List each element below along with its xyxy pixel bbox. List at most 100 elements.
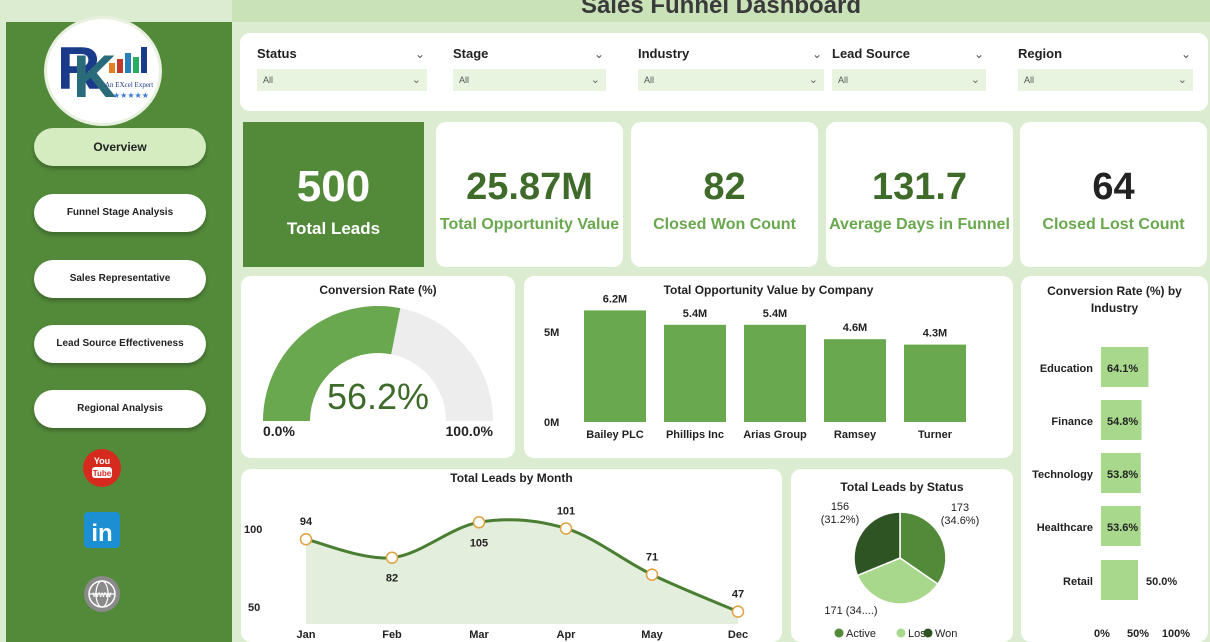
- svg-text:in: in: [91, 520, 112, 547]
- data-label: 71: [646, 552, 658, 564]
- kpi-label: Closed Lost Count: [1042, 216, 1185, 233]
- kpi-label: Average Days in Funnel: [829, 216, 1010, 233]
- data-label: 105: [470, 537, 488, 549]
- svg-text:R: R: [57, 35, 100, 102]
- bar: [664, 324, 726, 422]
- data-label: 53.8%: [1107, 469, 1138, 481]
- chevron-down-icon[interactable]: ⌄: [593, 47, 604, 61]
- chevron-down-icon: ⌄: [808, 74, 818, 86]
- status-pie-chart: 173(34.6%) 171 (34....) 156(31.2%) Active Lo…: [821, 501, 980, 640]
- x-tick-label: Phillips Inc: [666, 429, 724, 441]
- nav-regional-analysis[interactable]: Regional Analysis: [34, 390, 206, 428]
- data-label: 6.2M: [603, 293, 627, 305]
- leads-by-status-card: Total Leads by Status 173 (34.6%) 171 (34.…: [791, 469, 1013, 642]
- kpi-label: Total Leads: [286, 219, 381, 238]
- x-tick-label: 100%: [1162, 628, 1190, 640]
- chevron-down-icon[interactable]: ⌄: [811, 47, 822, 61]
- filter-label: Stage: [453, 46, 489, 61]
- chevron-down-icon: ⌄: [970, 74, 980, 86]
- kpi-value: 131.7: [871, 166, 968, 208]
- data-label: 94: [300, 516, 313, 528]
- chevron-down-icon[interactable]: ⌄: [1180, 47, 1191, 61]
- opportunity-bar-chart: 0M 5M 6.2M Bailey PLC 5.4M Phillips Inc 5.4M Ar…: [544, 293, 966, 441]
- x-tick-label: Mar: [469, 629, 489, 641]
- data-label: 156: [831, 501, 849, 513]
- youtube-icon[interactable]: You Tube: [82, 448, 122, 488]
- conversion-by-industry-card: Conversion Rate (%) by Industry Educatio…: [1021, 276, 1208, 642]
- y-tick-label: Healthcare: [1037, 522, 1093, 534]
- y-tick-label: Technology: [1032, 469, 1094, 481]
- nav-lead-source-effectiveness[interactable]: Lead Source Effectiveness: [34, 325, 206, 363]
- legend-marker: [896, 628, 906, 638]
- data-label: 5.4M: [763, 308, 787, 320]
- svg-text:★★★★★: ★★★★★: [113, 91, 149, 100]
- pie-slice: [899, 511, 947, 586]
- region-select[interactable]: All ⌄: [1018, 69, 1193, 91]
- lead-source-select[interactable]: All ⌄: [832, 69, 986, 91]
- data-point: [559, 522, 573, 535]
- data-label: 64.1%: [1107, 363, 1138, 375]
- website-icon[interactable]: www: [82, 574, 122, 614]
- kpi-value: 82: [703, 166, 746, 208]
- industry-bar-chart: Education 64.1% Finance 54.8% Technology 53.8…: [1032, 347, 1190, 640]
- kpi-value: 25.87M: [466, 166, 593, 208]
- y-tick-label: Education: [1040, 363, 1093, 375]
- x-tick-label: 50%: [1127, 628, 1149, 640]
- x-tick-label: Feb: [382, 629, 402, 641]
- page-title: Sales Funnel Dashboard: [580, 0, 862, 19]
- data-label: 50.0%: [1146, 576, 1177, 588]
- chart-title: Total Opportunity Value by Company: [663, 283, 874, 297]
- bar: [584, 310, 646, 422]
- y-tick-label: 5M: [544, 327, 559, 339]
- sidebar: R K ★★★★★ An EXcel Expert Overview Funne…: [6, 16, 232, 642]
- linkedin-icon[interactable]: in: [82, 510, 122, 550]
- series-line: [305, 518, 739, 613]
- data-label: 171 (34....): [824, 605, 877, 617]
- data-label: 5.4M: [683, 308, 707, 320]
- x-tick-label: Bailey PLC: [586, 429, 644, 441]
- data-point: [472, 516, 486, 529]
- filter-region: Region ⌄ All ⌄: [1018, 45, 1193, 91]
- chevron-down-icon: ⌄: [1177, 74, 1187, 86]
- title-bar: Sales Funnel Dashboard: [232, 0, 1210, 22]
- svg-text:K: K: [73, 43, 116, 110]
- bar: [904, 344, 966, 422]
- data-label: 53.6%: [1107, 522, 1138, 534]
- kpi-value: 500: [296, 162, 371, 211]
- data-label: 47: [732, 589, 744, 601]
- nav-funnel-stage-analysis[interactable]: Funnel Stage Analysis: [34, 194, 206, 232]
- chevron-down-icon[interactable]: ⌄: [973, 47, 984, 61]
- data-point: [645, 568, 659, 581]
- stage-select[interactable]: All ⌄: [453, 69, 606, 91]
- filter-label: Region: [1018, 46, 1063, 61]
- industry-select[interactable]: All ⌄: [638, 69, 824, 91]
- legend-marker: [923, 628, 933, 638]
- svg-text:You: You: [94, 456, 110, 466]
- legend-label: Active: [846, 628, 876, 640]
- chart-title: Conversion Rate (%) by Industry: [1047, 284, 1182, 315]
- pie-slice: [853, 511, 901, 577]
- nav-overview[interactable]: Overview: [34, 128, 206, 166]
- gauge-min-label: 0.0%: [263, 423, 295, 439]
- chevron-down-icon[interactable]: ⌄: [414, 47, 425, 61]
- bar: [824, 339, 886, 422]
- chevron-down-icon: ⌄: [590, 74, 600, 86]
- status-select[interactable]: All ⌄: [257, 69, 427, 91]
- data-label: (34.6%): [941, 515, 980, 527]
- data-label: (31.2%): [821, 514, 860, 526]
- x-tick-label: May: [641, 629, 663, 641]
- data-point: [385, 551, 399, 564]
- opportunity-by-company-card: Total Opportunity Value by Company 0M 5M 6…: [524, 276, 1013, 458]
- bar: [1101, 400, 1142, 440]
- filter-label: Status: [257, 46, 297, 61]
- x-tick-label: Arias Group: [743, 429, 807, 441]
- legend-label: Won: [935, 628, 957, 640]
- gauge-chart: 56.2% 0.0% 100.0%: [263, 306, 494, 439]
- data-point: [731, 605, 745, 618]
- nav-sales-representative[interactable]: Sales Representative: [34, 260, 206, 298]
- chevron-down-icon: ⌄: [411, 74, 421, 86]
- filter-industry: Industry ⌄ All ⌄: [638, 45, 824, 91]
- legend-label: Lost: [908, 628, 929, 640]
- kpi-value: 64: [1092, 166, 1135, 208]
- gauge-fill: [263, 306, 401, 421]
